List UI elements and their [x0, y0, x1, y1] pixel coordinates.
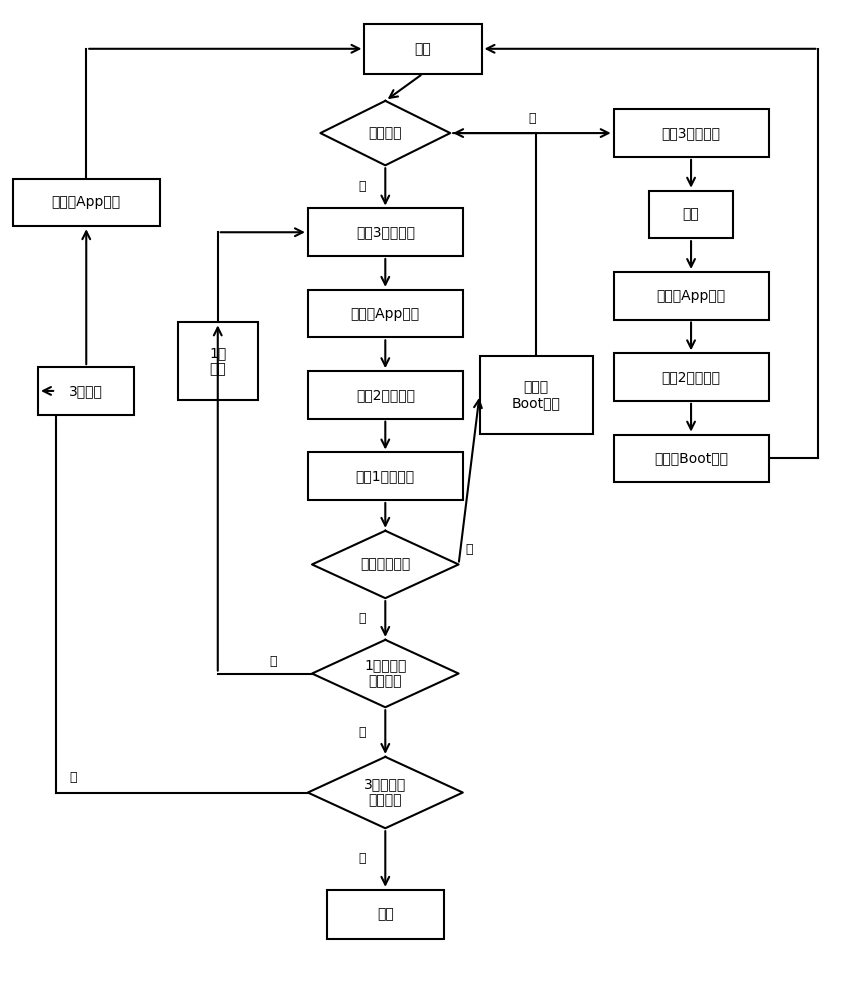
Text: 是: 是 [270, 655, 277, 668]
Text: 否: 否 [358, 852, 365, 865]
Text: 关闭3级看门狗: 关闭3级看门狗 [662, 126, 721, 140]
Text: 否: 否 [358, 612, 365, 626]
FancyBboxPatch shape [613, 109, 768, 157]
Text: 是: 是 [69, 771, 77, 784]
Polygon shape [308, 757, 463, 828]
Text: 3级看门狗
喂狗失败: 3级看门狗 喂狗失败 [364, 777, 406, 808]
Text: 下载请求: 下载请求 [369, 126, 402, 140]
FancyBboxPatch shape [13, 179, 160, 226]
FancyBboxPatch shape [649, 191, 733, 238]
FancyBboxPatch shape [613, 353, 768, 401]
Text: 跳转到App程序: 跳转到App程序 [351, 307, 420, 321]
FancyBboxPatch shape [480, 356, 593, 434]
Text: 跳转到
Boot程序: 跳转到 Boot程序 [512, 380, 561, 410]
Text: 启动1级看门狗: 启动1级看门狗 [355, 469, 415, 483]
Text: 否: 否 [358, 180, 365, 193]
FancyBboxPatch shape [308, 290, 463, 337]
Polygon shape [321, 101, 450, 165]
FancyBboxPatch shape [38, 367, 135, 415]
Polygon shape [312, 640, 459, 707]
FancyBboxPatch shape [178, 322, 257, 400]
Text: 3级复位: 3级复位 [69, 384, 103, 398]
Text: 否: 否 [358, 726, 365, 739]
FancyBboxPatch shape [613, 272, 768, 320]
Text: 下载: 下载 [683, 207, 700, 221]
FancyBboxPatch shape [308, 208, 463, 256]
FancyBboxPatch shape [308, 371, 463, 419]
Text: 1级
复位: 1级 复位 [209, 346, 227, 376]
Text: 是: 是 [465, 543, 473, 556]
Text: 启动3级看门狗: 启动3级看门狗 [356, 225, 415, 239]
FancyBboxPatch shape [613, 435, 768, 482]
FancyBboxPatch shape [365, 24, 481, 74]
Text: 跳转到Boot程序: 跳转到Boot程序 [654, 451, 728, 465]
Text: 跳转到App程序: 跳转到App程序 [656, 289, 726, 303]
Text: 关闭2级看门狗: 关闭2级看门狗 [662, 370, 721, 384]
Text: 跳转到App程序: 跳转到App程序 [52, 195, 121, 209]
FancyBboxPatch shape [308, 452, 463, 500]
FancyBboxPatch shape [327, 890, 444, 939]
Polygon shape [312, 531, 459, 598]
Text: 结束: 结束 [377, 908, 393, 922]
Text: 1级看门狗
喂狗失败: 1级看门狗 喂狗失败 [364, 658, 406, 689]
Text: 下载指令请求: 下载指令请求 [360, 557, 410, 571]
Text: 是: 是 [528, 112, 536, 125]
Text: 启动2级看门狗: 启动2级看门狗 [356, 388, 415, 402]
Text: 开始: 开始 [415, 42, 431, 56]
